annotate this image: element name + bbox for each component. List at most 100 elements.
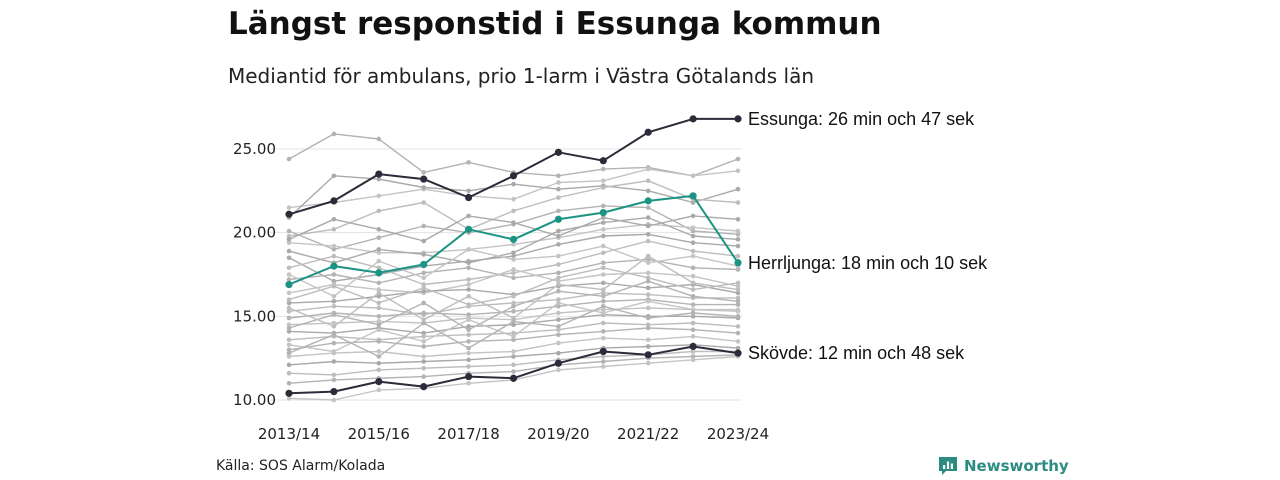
municipality-series-point xyxy=(511,330,516,336)
municipality-series-point xyxy=(331,293,337,299)
municipality-series-point xyxy=(511,322,516,328)
municipality-series-point xyxy=(645,285,651,291)
municipality-series-point xyxy=(511,196,516,202)
municipality-series-point xyxy=(466,160,471,165)
municipality-series-point xyxy=(286,265,292,271)
municipality-series-point xyxy=(601,290,606,296)
municipality-series-point xyxy=(645,275,651,281)
y-tick-label: 10.00 xyxy=(233,391,276,409)
municipality-series-point xyxy=(645,253,651,259)
municipality-series-point xyxy=(645,337,651,343)
municipality-series-point xyxy=(735,295,741,301)
municipality-series-point xyxy=(376,136,382,142)
municipality-series-point xyxy=(286,380,292,386)
municipality-series-point xyxy=(690,273,696,279)
municipality-series-point xyxy=(376,280,382,286)
municipality-series-point xyxy=(286,205,292,210)
municipality-series-point xyxy=(511,300,516,306)
municipality-series-point xyxy=(331,332,337,338)
series-end-label: Herrljunga: 18 min och 10 sek xyxy=(748,253,988,273)
municipality-series-point xyxy=(331,359,337,364)
x-tick-label: 2019/20 xyxy=(527,425,589,443)
herrljunga-series-point xyxy=(734,259,742,267)
municipality-series-line xyxy=(288,180,739,237)
municipality-series-point xyxy=(645,257,651,262)
municipality-series-point xyxy=(690,310,696,316)
municipality-series-point xyxy=(421,344,427,349)
municipality-series-point xyxy=(511,208,516,214)
municipality-series-point xyxy=(286,305,292,311)
municipality-series-point xyxy=(556,278,561,284)
municipality-series-point xyxy=(601,227,606,232)
municipality-series-point xyxy=(376,367,382,373)
municipality-series-point xyxy=(556,303,561,309)
municipality-series-point xyxy=(690,314,696,319)
municipality-series-point xyxy=(286,354,292,359)
herrljunga-series-point xyxy=(509,235,518,243)
municipality-series-point xyxy=(421,170,427,175)
municipality-series-point xyxy=(286,329,292,334)
municipality-series-point xyxy=(645,270,651,276)
municipality-series-point xyxy=(735,200,741,205)
municipality-series-point xyxy=(601,329,606,334)
municipality-series-point xyxy=(331,131,337,137)
municipality-series-point xyxy=(735,267,741,272)
municipality-series-point xyxy=(421,354,427,359)
municipality-series-point xyxy=(735,298,741,304)
y-tick-label: 15.00 xyxy=(233,307,276,325)
municipality-series-point xyxy=(511,242,516,247)
municipality-series-point xyxy=(511,369,516,374)
municipality-series-point xyxy=(556,228,561,234)
essunga-series-point xyxy=(375,170,383,178)
municipality-series-point xyxy=(735,243,741,249)
municipality-series-point xyxy=(331,247,337,252)
x-tick-label: 2013/14 xyxy=(258,425,320,443)
municipality-series-point xyxy=(690,327,696,333)
municipality-series-point xyxy=(286,396,292,401)
municipality-series-point xyxy=(556,208,561,214)
municipality-series-point xyxy=(601,335,606,341)
municipality-series-point xyxy=(376,208,382,214)
municipality-series-point xyxy=(645,215,651,220)
herrljunga-series-point xyxy=(465,225,473,233)
municipality-series-point xyxy=(645,178,651,184)
municipality-series-point xyxy=(376,293,382,299)
municipality-series-point xyxy=(466,188,471,194)
municipality-series-point xyxy=(645,232,651,237)
municipality-series-point xyxy=(421,282,427,287)
municipality-series-point xyxy=(511,275,516,281)
municipality-series-point xyxy=(421,317,427,322)
municipality-series-point xyxy=(376,349,382,354)
municipality-series-point xyxy=(286,337,292,343)
municipality-series-point xyxy=(645,298,651,304)
municipality-series-point xyxy=(376,250,382,256)
municipality-series-point xyxy=(286,240,292,246)
municipality-series-point xyxy=(376,176,382,182)
municipality-series-point xyxy=(286,290,292,296)
herrljunga-series-point xyxy=(554,215,563,223)
municipality-series-point xyxy=(421,238,427,244)
municipality-series-point xyxy=(286,233,292,239)
municipality-series-point xyxy=(735,216,741,222)
municipality-series-point xyxy=(735,330,741,336)
essunga-series-point xyxy=(554,148,563,156)
municipality-series-point xyxy=(376,305,382,311)
municipality-series-point xyxy=(331,227,337,232)
series-end-label: Skövde: 12 min och 48 sek xyxy=(748,343,965,363)
municipality-series-point xyxy=(286,297,292,302)
herrljunga-series-point xyxy=(689,192,697,200)
municipality-series-point xyxy=(421,270,427,276)
municipality-series-point xyxy=(601,260,606,266)
municipality-series-point xyxy=(466,350,471,356)
municipality-series-point xyxy=(556,186,561,192)
municipality-series-point xyxy=(511,309,516,314)
municipality-series-point xyxy=(511,319,516,324)
skvde-series-point xyxy=(734,349,742,357)
municipality-series-point xyxy=(601,280,606,286)
municipality-series-point xyxy=(286,309,292,314)
municipality-series-point xyxy=(286,347,292,353)
municipality-series-point xyxy=(735,237,741,242)
municipality-series-point xyxy=(690,357,696,363)
municipality-series-point xyxy=(421,285,427,291)
municipality-series-point xyxy=(511,250,516,256)
